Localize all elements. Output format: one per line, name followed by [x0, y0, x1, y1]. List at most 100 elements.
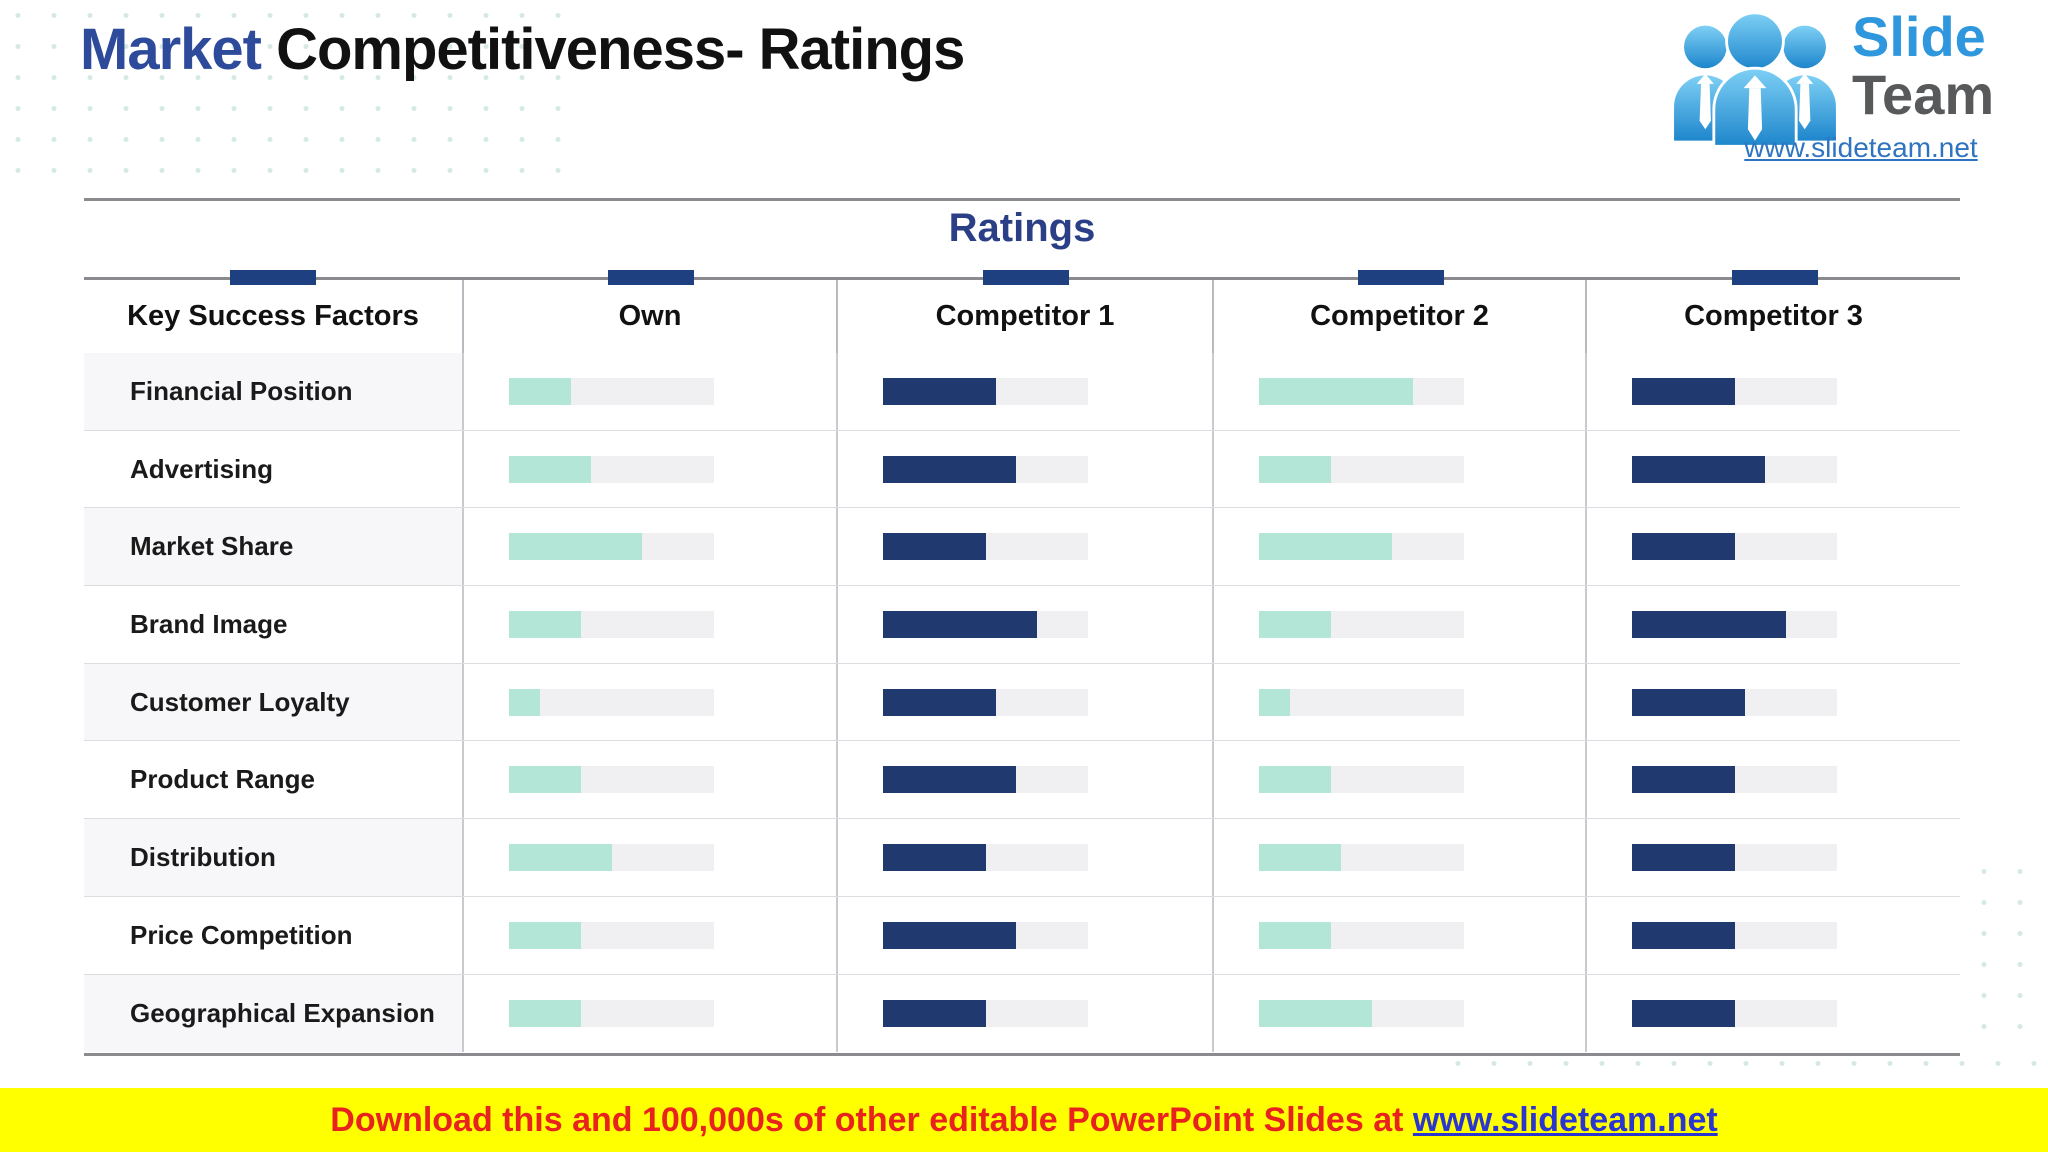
header-key-success-factors: Key Success Factors [84, 270, 462, 353]
header-competitor-3: Competitor 3 [1585, 270, 1960, 353]
rating-cell-c1 [836, 586, 1212, 663]
rating-bar-track [509, 999, 714, 1027]
rating-cell-c3 [1585, 430, 1960, 508]
rating-bar-fill [883, 455, 1016, 483]
table-header-row: Key Success Factors Own Competitor 1 Com… [84, 270, 1960, 353]
rating-bar-fill [509, 455, 591, 483]
rating-bar-fill [509, 688, 540, 716]
table-top-rule [84, 198, 1960, 201]
table-row: Brand Image [84, 586, 1960, 664]
rating-bar-fill [1259, 843, 1341, 871]
rating-cell-c1 [836, 430, 1212, 508]
rating-cell-own [462, 819, 836, 896]
rating-bar-fill [1259, 377, 1413, 405]
rating-cell-c2 [1212, 353, 1585, 430]
rating-bar-track [1259, 377, 1464, 405]
rating-bar-track [1259, 533, 1464, 561]
rating-bar-fill [883, 377, 996, 405]
rating-bar-track [509, 921, 714, 949]
rating-bar-fill [509, 610, 581, 638]
header-tick-marker [608, 270, 694, 285]
rating-cell-c1 [836, 896, 1212, 974]
page-title-rest: Competitiveness- Ratings [260, 17, 965, 82]
rating-cell-c3 [1585, 974, 1960, 1053]
dot-pattern-decoration [0, 0, 575, 192]
rating-cell-c2 [1212, 663, 1585, 741]
row-label: Geographical Expansion [84, 974, 462, 1053]
rating-bar-track [1632, 766, 1837, 794]
rating-bar-track [509, 377, 714, 405]
rating-cell-c2 [1212, 974, 1585, 1053]
rating-cell-c3 [1585, 896, 1960, 974]
rating-bar-track [1632, 999, 1837, 1027]
slideteam-logo: Slide Team www.slideteam.net [1656, 4, 2048, 190]
rating-bar-fill [1259, 766, 1331, 794]
header-tick-marker [983, 270, 1069, 285]
rating-bar-fill [883, 610, 1037, 638]
rating-bar-fill [1632, 455, 1765, 483]
rating-bar-fill [1259, 610, 1331, 638]
rating-bar-fill [883, 688, 996, 716]
row-label: Market Share [84, 508, 462, 586]
rating-cell-own [462, 741, 836, 819]
dot-pattern-decoration [1966, 856, 2048, 1052]
rating-bar-track [1632, 688, 1837, 716]
promo-banner-link[interactable]: www.slideteam.net [1412, 1100, 1718, 1139]
table-row: Advertising [84, 430, 1960, 509]
table-row: Price Competition [84, 896, 1960, 975]
rating-bar-fill [509, 921, 581, 949]
rating-cell-c3 [1585, 586, 1960, 663]
rating-cell-c3 [1585, 353, 1960, 430]
rating-cell-c2 [1212, 819, 1585, 896]
rating-cell-c3 [1585, 819, 1960, 896]
rating-bar-fill [883, 999, 986, 1027]
rating-bar-fill [1632, 999, 1735, 1027]
rating-bar-track [883, 921, 1088, 949]
rating-bar-track [1632, 921, 1837, 949]
rating-bar-fill [883, 766, 1016, 794]
table-row: Financial Position [84, 353, 1960, 431]
logo-url-link[interactable]: www.slideteam.net [1744, 132, 1978, 163]
header-own: Own [462, 270, 836, 353]
rating-bar-track [1259, 688, 1464, 716]
rating-cell-own [462, 508, 836, 586]
rating-cell-c2 [1212, 430, 1585, 508]
rating-bar-fill [509, 377, 571, 405]
rating-cell-own [462, 586, 836, 663]
rating-bar-track [1259, 766, 1464, 794]
rating-bar-track [1632, 610, 1837, 638]
rating-cell-own [462, 896, 836, 974]
rating-bar-track [1632, 455, 1837, 483]
rating-cell-c1 [836, 974, 1212, 1053]
logo-word-slide: Slide [1852, 5, 1986, 68]
rating-bar-track [1259, 610, 1464, 638]
rating-bar-track [1259, 843, 1464, 871]
table-row: Market Share [84, 508, 1960, 587]
row-label: Financial Position [84, 353, 462, 430]
rating-cell-c1 [836, 663, 1212, 741]
rating-bar-fill [883, 843, 986, 871]
table-row: Product Range [84, 741, 1960, 820]
rating-cell-c1 [836, 819, 1212, 896]
rating-cell-c2 [1212, 896, 1585, 974]
rating-bar-track [883, 766, 1088, 794]
rating-cell-c1 [836, 741, 1212, 819]
rating-bar-track [1632, 843, 1837, 871]
rating-bar-fill [1632, 843, 1735, 871]
ratings-table: Ratings Key Success Factors Own Competit… [84, 198, 1960, 1056]
rating-bar-fill [1632, 610, 1786, 638]
rating-bar-fill [1259, 533, 1392, 561]
row-label: Product Range [130, 764, 315, 795]
logo-word-team: Team [1852, 63, 1995, 127]
rating-bar-track [883, 688, 1088, 716]
header-competitor-2: Competitor 2 [1212, 270, 1585, 353]
page-title-accent: Market [80, 17, 262, 82]
rating-bar-fill [509, 533, 642, 561]
table-row: Geographical Expansion [84, 974, 1960, 1053]
header-tick-marker [1357, 270, 1444, 285]
rating-cell-c3 [1585, 508, 1960, 586]
rating-bar-fill [1632, 921, 1735, 949]
rating-bar-track [883, 377, 1088, 405]
rating-bar-fill [1632, 377, 1735, 405]
rating-cell-own [462, 663, 836, 741]
